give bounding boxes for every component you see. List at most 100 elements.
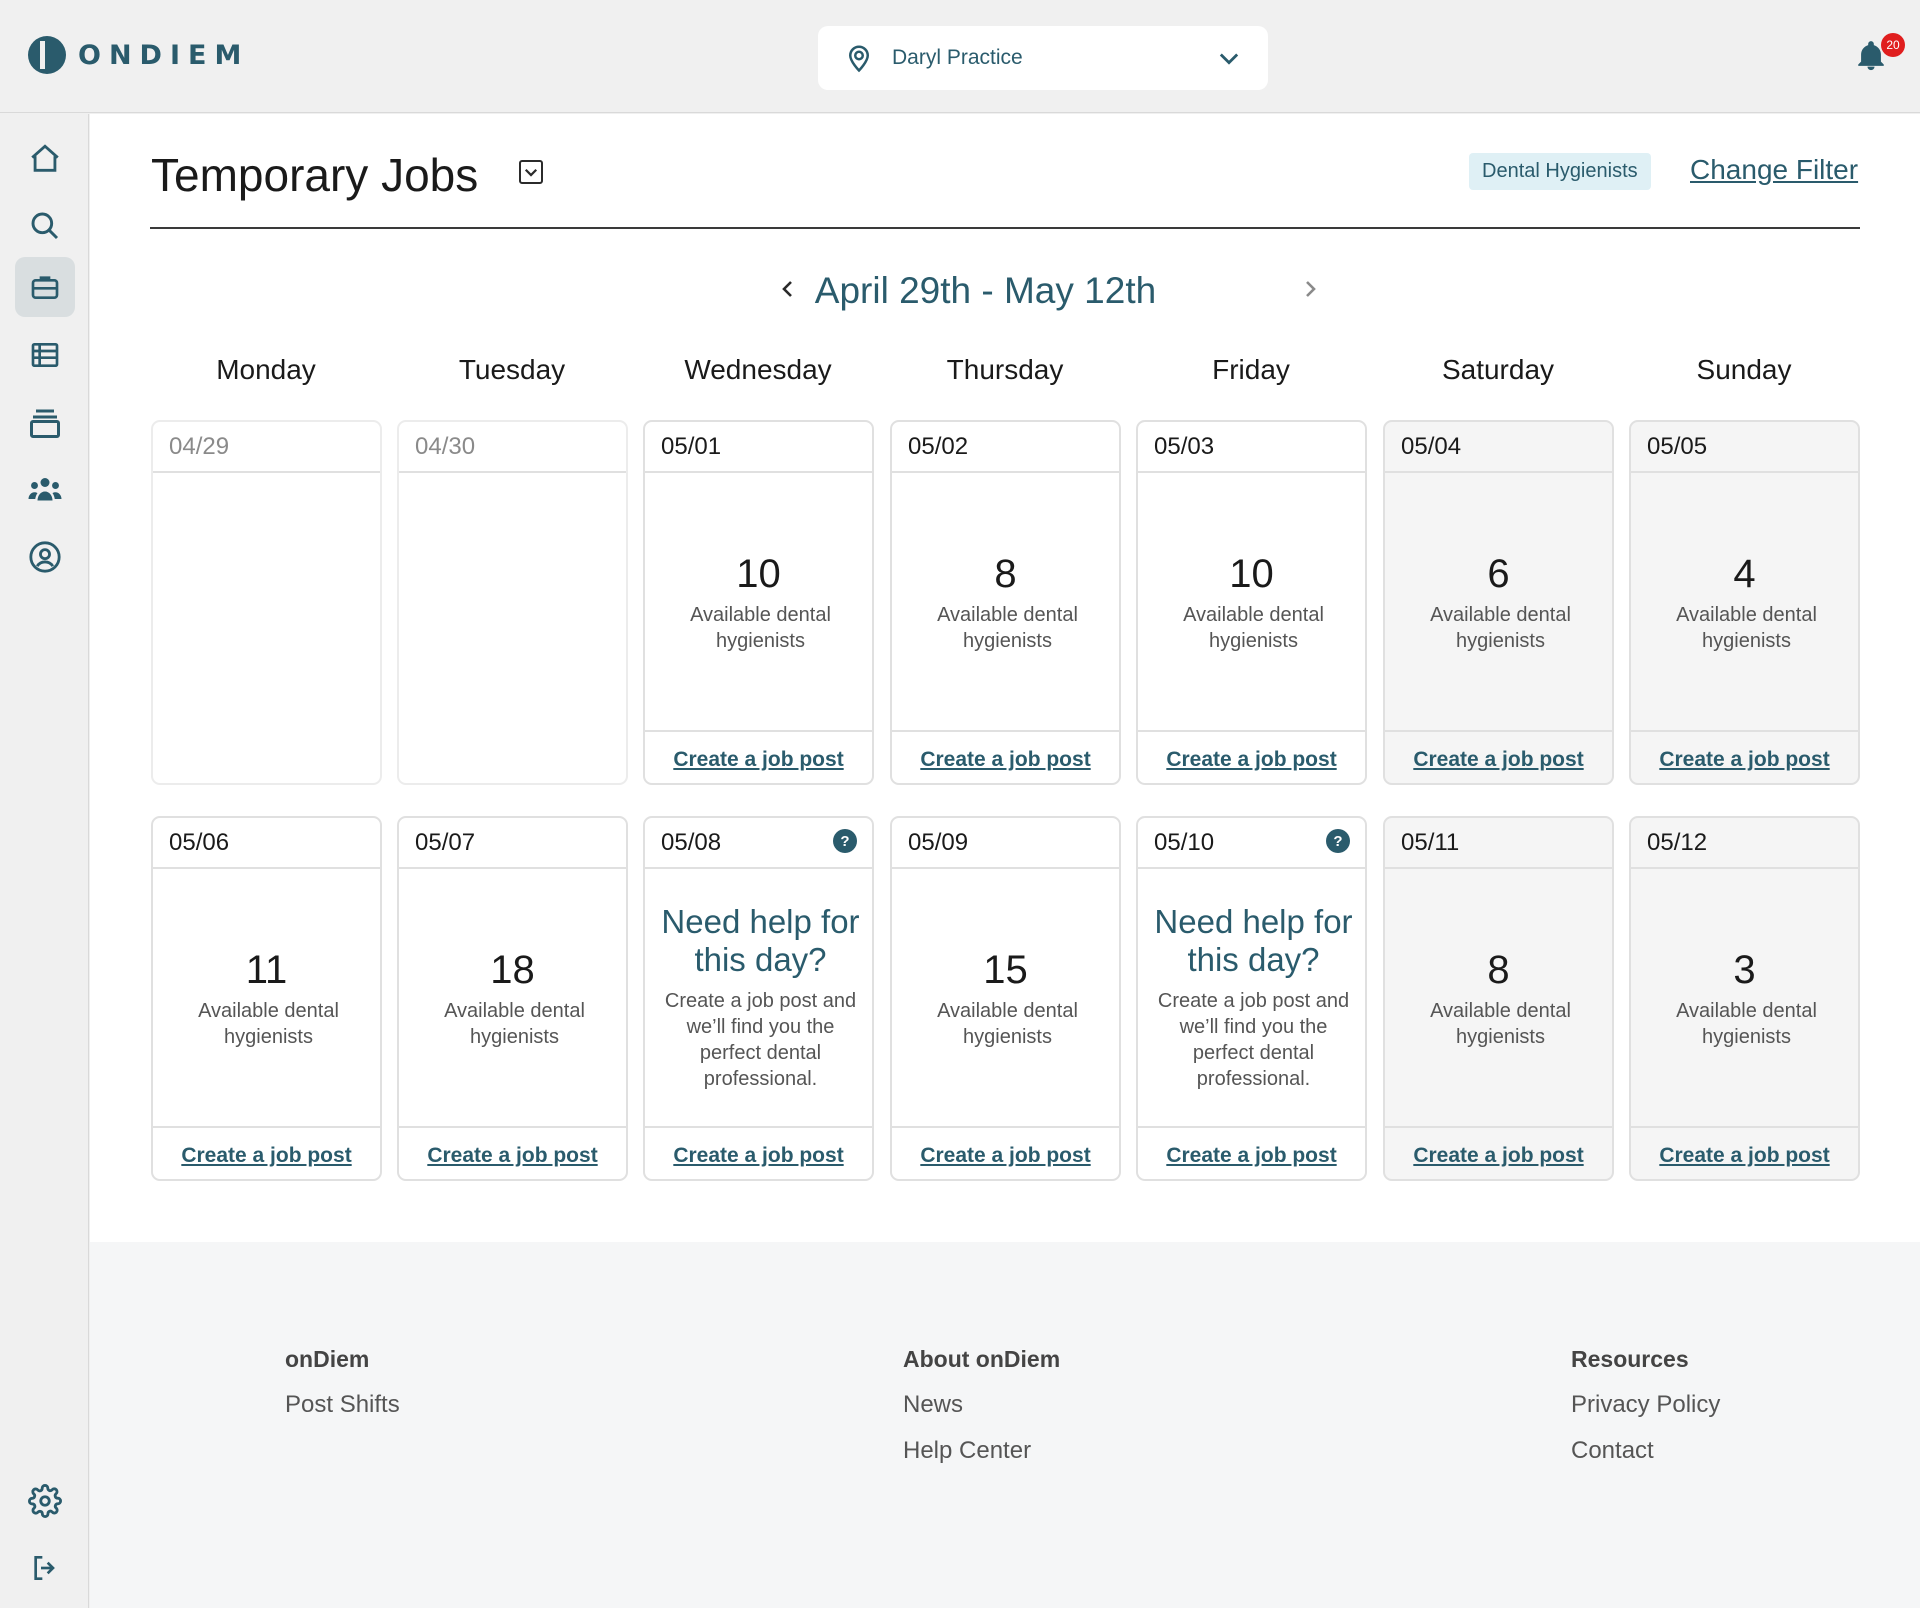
weekday-header: Tuesday — [458, 354, 566, 385]
footer-column-about: About onDiem News Help Center — [903, 1346, 1060, 1465]
user-circle-icon — [29, 541, 61, 573]
sidebar-item-search[interactable] — [15, 196, 75, 256]
create-job-post-link[interactable]: Create a job post — [920, 1144, 1091, 1167]
day-card[interactable]: 05/02 8 Available dental hygienists Create … — [890, 420, 1121, 785]
available-label: Available dental hygienists — [198, 1000, 339, 1048]
location-name: Daryl Practice — [892, 46, 1023, 69]
search-icon — [31, 212, 59, 240]
sidebar-item-logout[interactable] — [15, 1538, 75, 1598]
footer-heading: Resources — [1571, 1346, 1689, 1372]
create-job-post-link[interactable]: Create a job post — [181, 1144, 352, 1167]
divider — [1631, 867, 1858, 869]
divider — [1138, 471, 1365, 473]
day-card[interactable]: 05/10? Need help for this day? Create a jo… — [1136, 816, 1367, 1181]
create-job-post-link[interactable]: Create a job post — [1166, 748, 1337, 771]
table-list-icon — [31, 343, 59, 367]
next-range-button[interactable] — [1298, 277, 1322, 301]
divider — [1385, 730, 1612, 732]
day-date: 05/10 — [1154, 829, 1215, 856]
footer-link-news[interactable]: News — [903, 1391, 964, 1418]
change-filter-link[interactable]: Change Filter — [1690, 154, 1859, 185]
team-icon — [28, 478, 62, 501]
available-label: Available dental hygienists — [937, 1000, 1078, 1048]
day-date: 04/29 — [169, 433, 230, 460]
location-selector[interactable]: Daryl Practice — [818, 26, 1268, 90]
day-card[interactable]: 05/01 10 Available dental hygienists Create… — [643, 420, 874, 785]
day-card[interactable]: 05/05 4 Available dental hygienists Create … — [1629, 420, 1860, 785]
available-count: 8 — [1487, 948, 1510, 992]
previous-range-button[interactable] — [776, 277, 800, 301]
divider — [1385, 867, 1612, 869]
create-job-post-link[interactable]: Create a job post — [1659, 748, 1830, 771]
footer-link-contact[interactable]: Contact — [1571, 1437, 1654, 1464]
footer-link-privacy-policy[interactable]: Privacy Policy — [1571, 1391, 1721, 1418]
sidebar-item-account[interactable] — [15, 527, 75, 587]
chevron-right-icon — [1306, 281, 1316, 297]
available-count: 11 — [245, 948, 288, 992]
footer-link-help-center[interactable]: Help Center — [903, 1437, 1032, 1464]
home-icon — [31, 144, 59, 172]
sidebar-item-team[interactable] — [15, 460, 75, 520]
divider — [399, 471, 626, 473]
divider — [892, 867, 1119, 869]
day-date: 05/04 — [1401, 433, 1462, 460]
available-count: 15 — [983, 948, 1028, 992]
sidebar-item-list[interactable] — [15, 325, 75, 385]
day-card[interactable]: 05/09 15 Available dental hygienists Create… — [890, 816, 1121, 1181]
help-icon[interactable]: ? — [833, 829, 857, 853]
sidebar-item-home[interactable] — [15, 129, 75, 189]
create-job-post-link[interactable]: Create a job post — [427, 1144, 598, 1167]
create-job-post-link[interactable]: Create a job post — [1659, 1144, 1830, 1167]
ondiem-logo[interactable]: ONDIEM — [28, 36, 249, 74]
chevron-down-icon — [1214, 43, 1244, 73]
day-card[interactable]: 05/11 8 Available dental hygienists Create … — [1383, 816, 1614, 1181]
notification-bell-icon[interactable] — [1854, 38, 1888, 74]
create-job-post-link[interactable]: Create a job post — [1166, 1144, 1337, 1167]
footer-heading: onDiem — [285, 1346, 370, 1372]
footer-link-post-shifts[interactable]: Post Shifts — [285, 1391, 400, 1418]
title-dropdown-toggle[interactable] — [519, 160, 543, 184]
stack-icon — [30, 409, 60, 438]
day-date: 05/11 — [1401, 829, 1460, 856]
create-job-post-link[interactable]: Create a job post — [920, 748, 1091, 771]
create-job-post-link[interactable]: Create a job post — [1413, 748, 1584, 771]
divider — [1138, 867, 1365, 869]
main-content: Temporary Jobs Dental Hygienists Change … — [90, 114, 1920, 1242]
available-label: Available dental hygienists — [1430, 1000, 1571, 1048]
day-card: 04/29 — [151, 420, 382, 785]
day-card: 04/30 — [397, 420, 628, 785]
day-card[interactable]: 05/12 3 Available dental hygienists Create … — [1629, 816, 1860, 1181]
day-card[interactable]: 05/08? Need help for this day? Create a jo… — [643, 816, 874, 1181]
day-card[interactable]: 05/07 18 Available dental hygienists Create… — [397, 816, 628, 1181]
divider — [399, 1126, 626, 1128]
create-job-post-link[interactable]: Create a job post — [673, 1144, 844, 1167]
available-count: 18 — [490, 948, 535, 992]
chevron-left-icon — [782, 281, 792, 297]
weekday-header: Sunday — [1696, 354, 1792, 385]
available-count: 3 — [1733, 948, 1756, 992]
sidebar-item-jobs[interactable] — [15, 257, 75, 317]
create-job-post-link[interactable]: Create a job post — [1413, 1144, 1584, 1167]
divider — [645, 471, 872, 473]
footer-column-resources: Resources Privacy Policy Contact — [1571, 1346, 1720, 1465]
chevron-down-icon — [524, 168, 538, 177]
sidebar-item-settings[interactable] — [15, 1471, 75, 1531]
help-title: Need help for this day? — [1154, 903, 1353, 978]
help-icon[interactable]: ? — [1326, 829, 1350, 853]
available-count: 10 — [1229, 552, 1274, 596]
day-card[interactable]: 05/04 6 Available dental hygienists Create … — [1383, 420, 1614, 785]
available-count: 8 — [994, 552, 1017, 596]
divider — [1385, 1126, 1612, 1128]
day-card[interactable]: 05/03 10 Available dental hygienists Create… — [1136, 420, 1367, 785]
day-card[interactable]: 05/06 11 Available dental hygienists Create… — [151, 816, 382, 1181]
top-bar: ONDIEM Daryl Practice 20 — [0, 0, 1920, 113]
divider — [1631, 471, 1858, 473]
weekday-header: Wednesday — [684, 354, 832, 385]
available-label: Available dental hygienists — [690, 604, 831, 652]
create-job-post-link[interactable]: Create a job post — [673, 748, 844, 771]
day-date: 05/01 — [661, 433, 722, 460]
filter-badge: Dental Hygienists — [1469, 153, 1651, 190]
day-date: 05/03 — [1154, 433, 1215, 460]
sidebar-item-stack[interactable] — [15, 393, 75, 453]
available-label: Available dental hygienists — [1676, 1000, 1817, 1048]
